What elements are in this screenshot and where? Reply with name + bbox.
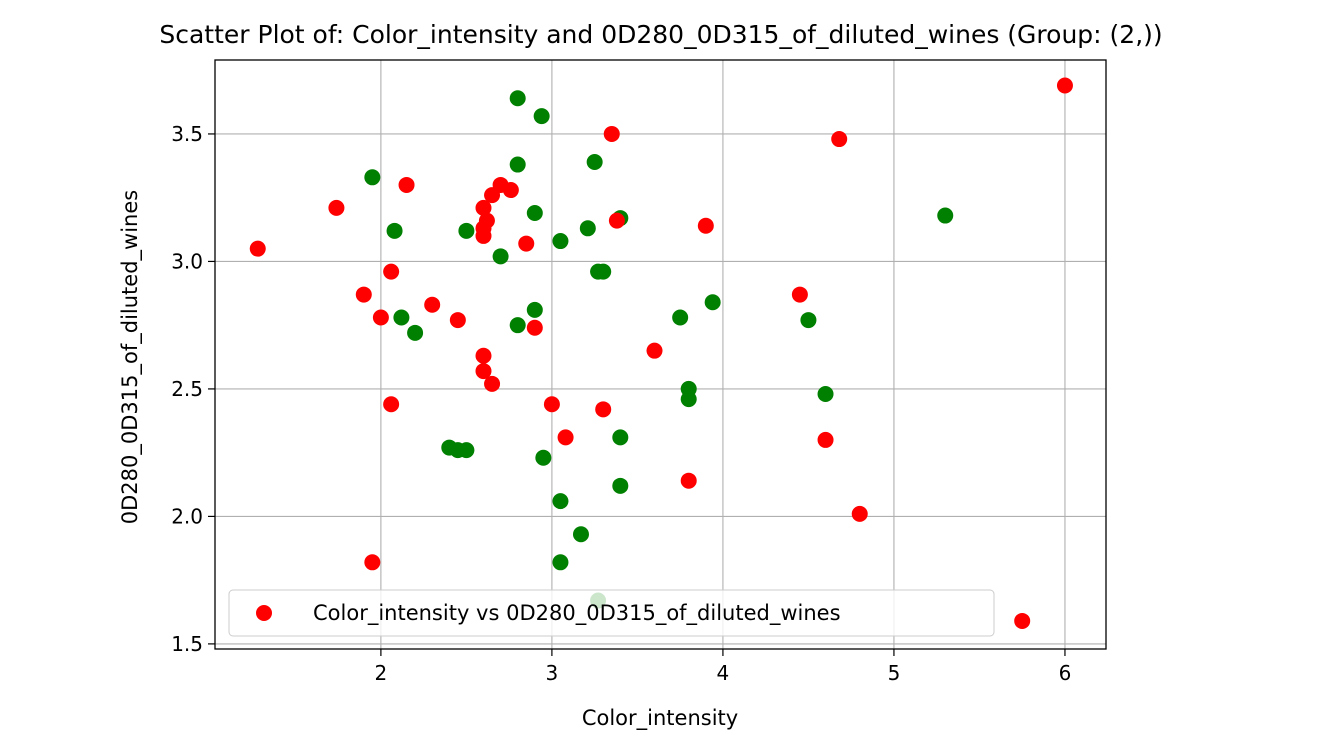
data-point [478,212,495,229]
data-point [526,319,543,336]
data-point [484,375,501,392]
data-point [458,442,475,459]
data-point [612,477,629,494]
data-point [475,347,492,364]
data-point [586,153,603,170]
legend-box [228,589,995,637]
data-point [817,386,834,403]
y-axis-ticks: 1.5 2.0 2.5 3.0 3.5 [171,122,215,656]
x-tick-label: 2 [375,661,388,685]
data-point [800,312,817,329]
y-axis-label: 0D280_0D315_of_diluted_wines [118,190,143,524]
legend: Color_intensity vs 0D280_0D315_of_dilute… [228,589,995,637]
data-point [557,429,574,446]
data-point [572,526,589,543]
data-point [398,176,415,193]
data-point [533,108,550,125]
data-point [552,493,569,510]
data-point [603,125,620,142]
data-point [372,309,389,326]
x-axis-label: Color_intensity [582,706,738,731]
x-tick-label: 4 [717,661,730,685]
data-point [672,309,689,326]
data-point [383,396,400,413]
data-point [608,212,625,229]
y-tick-label: 3.0 [171,249,203,273]
data-point [518,235,535,252]
data-point [612,429,629,446]
x-tick-label: 3 [546,661,559,685]
y-tick-label: 3.5 [171,122,203,146]
chart-title: Scatter Plot of: Color_intensity and 0D2… [159,20,1162,49]
data-point [407,324,424,341]
data-point [851,505,868,522]
data-point [937,207,954,224]
data-point [364,169,381,186]
data-points [249,77,1073,629]
data-point [475,363,492,380]
data-point [535,449,552,466]
data-point [492,248,509,265]
x-axis-ticks: 2 3 4 5 6 [375,649,1072,685]
data-point [526,301,543,318]
x-tick-label: 6 [1059,661,1072,685]
data-point [364,554,381,571]
data-point [449,312,466,329]
data-point [1014,612,1031,629]
data-point [424,296,441,313]
data-point [458,222,475,239]
data-point [579,220,596,237]
data-point [475,199,492,216]
y-tick-label: 2.5 [171,377,203,401]
data-point [526,204,543,221]
plot-frame [214,59,1107,650]
data-point [386,222,403,239]
series-0 [364,90,954,609]
data-point [680,472,697,489]
series-1 [249,77,1073,629]
y-tick-label: 2.0 [171,504,203,528]
y-tick-label: 1.5 [171,632,203,656]
data-point [1056,77,1073,94]
data-point [249,240,266,257]
data-point [509,156,526,173]
data-point [502,182,519,199]
data-point [509,90,526,107]
data-point [552,233,569,250]
legend-label: Color_intensity vs 0D280_0D315_of_dilute… [313,601,841,626]
data-point [704,294,721,311]
data-point [509,317,526,334]
data-point [383,263,400,280]
data-point [543,396,560,413]
data-point [817,431,834,448]
data-point [595,401,612,418]
data-point [552,554,569,571]
data-point [697,217,714,234]
data-point [475,227,492,244]
data-point [355,286,372,303]
data-point [791,286,808,303]
data-point [646,342,663,359]
legend-marker [256,605,272,621]
data-point [831,131,848,148]
data-point [393,309,410,326]
data-point [328,199,345,216]
x-tick-label: 5 [888,661,901,685]
data-point [680,391,697,408]
grid [215,60,1106,649]
data-point [595,263,612,280]
